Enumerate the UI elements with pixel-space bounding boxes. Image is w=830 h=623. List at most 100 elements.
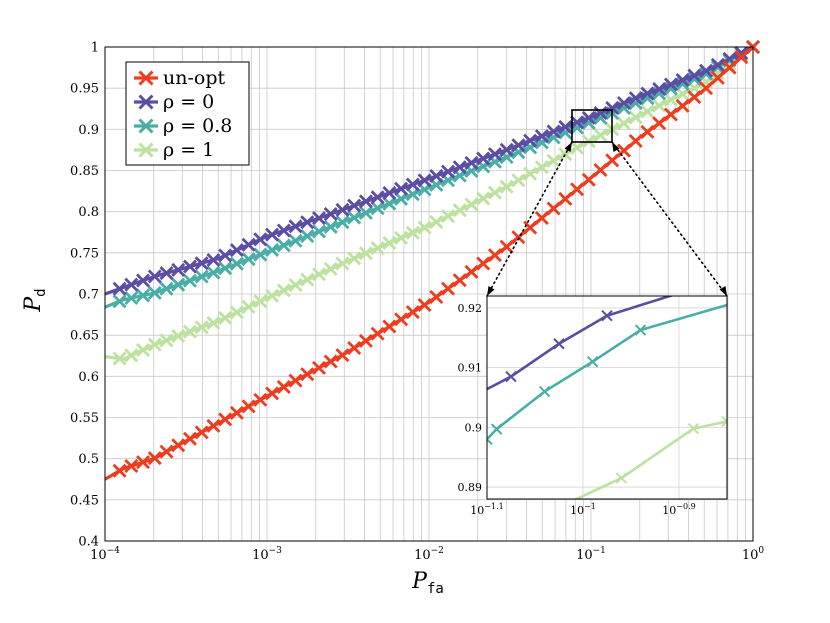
inset-x-tick-label: 10−1.1 — [470, 502, 503, 517]
x-tick-label: 10−1 — [576, 546, 606, 563]
series-marker — [394, 230, 409, 245]
series-marker — [441, 209, 456, 224]
series-layer — [104, 40, 760, 481]
series-marker — [464, 264, 479, 279]
inset-y-tick-label: 0.92 — [458, 302, 483, 315]
series-marker — [593, 128, 608, 143]
series-marker — [218, 412, 233, 427]
series-marker — [124, 277, 139, 292]
series-marker — [417, 297, 432, 312]
inset-series-2 — [573, 415, 727, 499]
y-tick-label: 0.45 — [70, 493, 99, 508]
series-marker — [194, 256, 209, 271]
inset-y-tick-label: 0.89 — [458, 481, 483, 494]
y-tick-label: 0.95 — [70, 82, 99, 97]
series-marker — [581, 172, 596, 187]
inset-series-0 — [487, 296, 675, 391]
series-marker — [640, 86, 655, 101]
series-marker — [124, 291, 139, 306]
series-1 — [104, 40, 760, 296]
series-marker — [229, 256, 244, 271]
series-marker — [570, 140, 585, 155]
zoom-arrowhead-right — [719, 286, 727, 296]
zoom-arrowhead-top-left — [564, 142, 572, 152]
y-tick-label: 0.8 — [78, 205, 99, 220]
series-marker — [441, 281, 456, 296]
series-marker — [710, 57, 725, 72]
series-marker — [558, 119, 573, 134]
series-marker — [312, 211, 326, 226]
series-marker — [699, 81, 714, 96]
series-marker — [394, 191, 409, 206]
inset-series-marker — [615, 472, 628, 484]
series-marker — [511, 230, 526, 245]
series-marker — [675, 72, 690, 87]
series-marker — [229, 405, 244, 420]
series-marker — [581, 110, 596, 125]
series-marker — [699, 63, 714, 78]
series-marker — [171, 262, 186, 277]
series-marker — [159, 281, 174, 296]
series-marker — [206, 418, 221, 433]
series-marker — [593, 105, 608, 120]
series-marker — [382, 236, 397, 250]
series-marker — [347, 251, 362, 266]
series-marker — [511, 138, 526, 153]
y-tick-label: 0.55 — [70, 411, 99, 426]
series-marker — [312, 224, 326, 239]
series-marker — [441, 164, 456, 179]
series-marker — [710, 70, 725, 85]
series-marker — [628, 91, 643, 106]
series-marker — [675, 87, 690, 101]
y-tick-label: 0.75 — [70, 246, 99, 261]
series-marker — [570, 115, 585, 130]
legend-label: ρ = 0.8 — [163, 115, 232, 137]
inset-frame — [486, 295, 728, 500]
series-marker — [523, 166, 538, 181]
ticks-layer: 0.40.450.50.550.60.650.70.750.80.850.90.… — [70, 41, 764, 564]
x-axis-label: Pfa — [411, 569, 444, 597]
series-marker — [499, 239, 514, 254]
series-marker — [347, 198, 362, 213]
series-marker — [276, 379, 291, 394]
series-marker — [241, 237, 256, 252]
series-marker — [171, 438, 186, 453]
series-marker — [534, 211, 549, 226]
y-axis-label: Pd — [21, 288, 49, 312]
series-marker — [159, 444, 174, 459]
series-marker — [487, 248, 502, 263]
series-marker — [429, 290, 444, 305]
series-marker — [675, 98, 690, 113]
series-marker — [358, 246, 373, 261]
series-marker — [476, 191, 491, 206]
series-marker — [370, 201, 385, 216]
series-marker — [159, 266, 174, 281]
series-marker — [253, 232, 268, 247]
series-0 — [104, 40, 760, 481]
legend-swatch-marker — [138, 142, 154, 158]
series-marker — [640, 104, 655, 119]
series-marker — [534, 129, 549, 144]
series-marker — [652, 98, 667, 113]
series-marker — [206, 315, 221, 330]
series-marker — [300, 367, 315, 382]
series-marker — [182, 273, 197, 288]
series-marker — [112, 463, 127, 478]
inset-series-marker — [634, 324, 647, 336]
series-marker — [464, 155, 479, 170]
series-marker — [523, 133, 538, 148]
inset-series-marker — [553, 338, 565, 350]
series-marker — [487, 185, 502, 200]
series-marker — [276, 283, 291, 298]
series-marker — [265, 288, 280, 303]
x-tick-label: 100 — [742, 546, 765, 563]
series-marker — [335, 256, 350, 271]
series-marker — [370, 190, 385, 205]
series-marker — [323, 206, 338, 221]
series-marker — [218, 310, 233, 325]
legend-swatch-marker — [138, 70, 154, 86]
series-marker — [347, 341, 362, 356]
series-marker — [206, 252, 221, 267]
inset-series-marker — [505, 370, 517, 383]
